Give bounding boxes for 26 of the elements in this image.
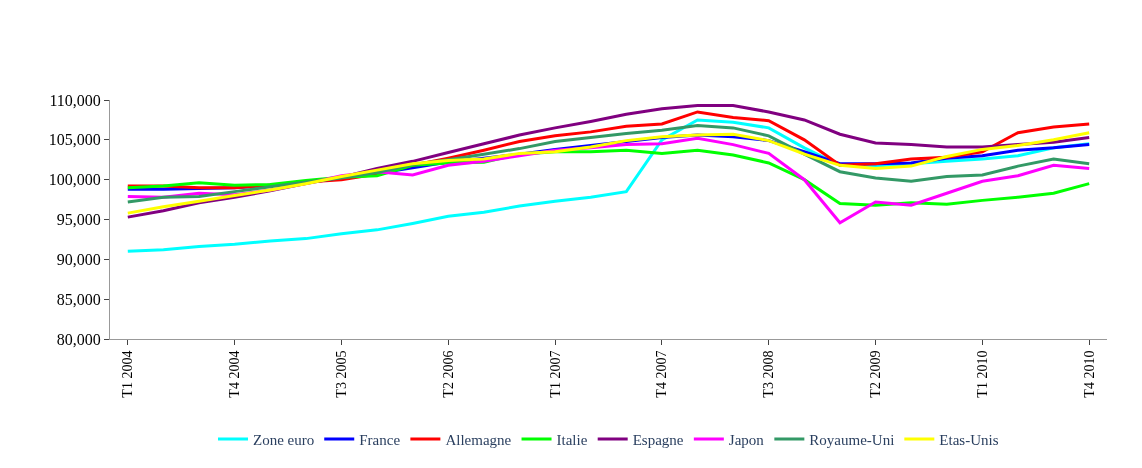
y-tick-label: 85,000 — [56, 290, 101, 308]
legend-label: Espagne — [632, 431, 684, 448]
y-tick-label: 95,000 — [56, 211, 101, 229]
legend-label: Zone euro — [253, 431, 315, 448]
x-tick-label: T1 2004 — [120, 350, 136, 398]
x-tick-label: T1 2010 — [974, 350, 990, 398]
y-tick-label: 105,000 — [48, 131, 101, 149]
y-tick-label: 90,000 — [56, 250, 101, 268]
x-tick-label: T4 2007 — [654, 350, 670, 398]
y-tick-label: 100,000 — [48, 171, 101, 189]
legend-label: Etas-Unis — [939, 431, 999, 448]
legend-label: France — [359, 431, 401, 448]
x-tick-label: T4 2004 — [227, 350, 243, 398]
x-tick-label: T1 2007 — [547, 350, 563, 398]
legend-label: Italie — [556, 431, 588, 448]
legend-label: Japon — [728, 431, 765, 448]
legend-label: Royaume-Uni — [809, 431, 895, 448]
y-tick-label: 80,000 — [56, 330, 101, 348]
x-tick-label: T2 2009 — [868, 350, 884, 398]
x-tick-label: T3 2008 — [761, 350, 777, 398]
x-tick-label: T3 2005 — [334, 350, 349, 398]
x-tick-label: T2 2006 — [440, 350, 456, 398]
x-tick-label: T4 2010 — [1081, 350, 1097, 398]
line-series — [126, 131, 1091, 215]
y-tick-label: 110,000 — [49, 91, 101, 109]
legend-label: Allemagne — [445, 431, 512, 448]
